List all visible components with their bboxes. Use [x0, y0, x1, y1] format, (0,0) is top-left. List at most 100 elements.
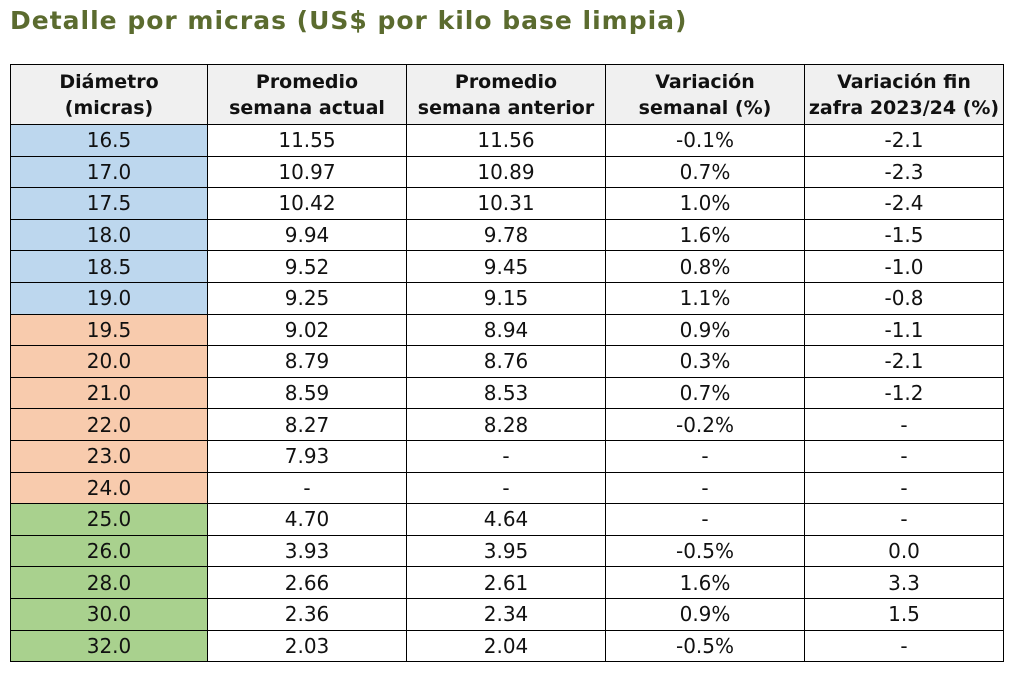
- diameter-cell: 21.0: [10, 376, 208, 410]
- weekly-variation-cell: 0.9%: [605, 597, 805, 631]
- table-row: 25.0 4.70 4.64- -: [10, 503, 1004, 536]
- header-previous-week-line-2: semana anterior: [417, 96, 595, 119]
- previous-week-cell: 9.78: [406, 218, 606, 252]
- current-week-cell: 3.93: [207, 534, 407, 568]
- weekly-variation-cell: 0.7%: [605, 376, 805, 410]
- weekly-variation-cell: 1.6%: [605, 566, 805, 599]
- previous-week-cell: 8.28: [406, 408, 606, 441]
- season-variation-cell: -: [804, 439, 1004, 473]
- diameter-cell: 18.5: [10, 250, 208, 283]
- season-variation-cell: 3.3: [804, 566, 1004, 599]
- season-variation-cell: -2.3: [804, 155, 1004, 189]
- table-row: 30.0 2.36 2.34 0.9% 1.5: [10, 597, 1004, 631]
- weekly-variation-cell: -0.5%: [605, 629, 805, 663]
- current-week-cell: 9.25: [207, 281, 407, 315]
- header-current-week: Promedio semana actual: [207, 64, 407, 125]
- current-week-cell: 9.02: [207, 313, 407, 347]
- diameter-cell: 30.0: [10, 597, 208, 631]
- season-variation-cell: 1.5: [804, 597, 1004, 631]
- weekly-variation-cell: -: [605, 439, 805, 473]
- previous-week-cell: 8.53: [406, 376, 606, 410]
- diameter-cell: 25.0: [10, 503, 208, 536]
- previous-week-cell: 2.61: [406, 566, 606, 599]
- weekly-variation-cell: -: [605, 503, 805, 536]
- weekly-variation-cell: -0.1%: [605, 124, 805, 157]
- current-week-cell: -: [207, 471, 407, 505]
- table-row: 19.0 9.25 9.15 1.1% -0.8: [10, 281, 1004, 315]
- season-variation-cell: -1.1: [804, 313, 1004, 347]
- previous-week-cell: -: [406, 439, 606, 473]
- weekly-variation-cell: 1.1%: [605, 281, 805, 315]
- previous-week-cell: 9.45: [406, 250, 606, 283]
- diameter-cell: 32.0: [10, 629, 208, 663]
- header-current-week-line-1: Promedio: [255, 70, 359, 93]
- header-weekly-variation-line-2: semanal (%): [638, 96, 772, 119]
- season-variation-cell: -1.0: [804, 250, 1004, 283]
- previous-week-cell: 3.95: [406, 534, 606, 568]
- current-week-cell: 9.52: [207, 250, 407, 283]
- previous-week-cell: 9.15: [406, 281, 606, 315]
- previous-week-cell: 8.94: [406, 313, 606, 347]
- header-weekly-variation: Variación semanal (%): [605, 64, 805, 125]
- current-week-cell: 2.66: [207, 566, 407, 599]
- diameter-cell: 28.0: [10, 566, 208, 599]
- season-variation-cell: -: [804, 503, 1004, 536]
- table-row: 19.5 9.02 8.94 0.9% -1.1: [10, 313, 1004, 347]
- header-previous-week-line-1: Promedio: [454, 70, 558, 93]
- weekly-variation-cell: 0.8%: [605, 250, 805, 283]
- table-header-row: Diámetro (micras) Promedio semana actual Pro…: [10, 64, 1004, 125]
- weekly-variation-cell: -: [605, 471, 805, 505]
- header-season-variation: Variación fin zafra 2023/24 (%): [804, 64, 1004, 125]
- season-variation-cell: -2.4: [804, 187, 1004, 220]
- diameter-cell: 22.0: [10, 408, 208, 441]
- diameter-cell: 19.5: [10, 313, 208, 347]
- current-week-cell: 9.94: [207, 218, 407, 252]
- diameter-cell: 16.5: [10, 124, 208, 157]
- table-row: 17.5 10.42 10.31 1.0% -2.4: [10, 187, 1004, 220]
- current-week-cell: 8.79: [207, 345, 407, 378]
- table-row: 17.0 10.97 10.89 0.7% -2.3: [10, 155, 1004, 189]
- previous-week-cell: 2.04: [406, 629, 606, 663]
- season-variation-cell: -1.5: [804, 218, 1004, 252]
- weekly-variation-cell: 0.7%: [605, 155, 805, 189]
- current-week-cell: 10.42: [207, 187, 407, 220]
- season-variation-cell: 0.0: [804, 534, 1004, 568]
- table-row: 26.0 3.93 3.95 -0.5% 0.0: [10, 534, 1004, 568]
- current-week-cell: 2.03: [207, 629, 407, 663]
- header-season-variation-line-2: zafra 2023/24 (%): [808, 96, 1000, 119]
- diameter-cell: 26.0: [10, 534, 208, 568]
- diameter-cell: 18.0: [10, 218, 208, 252]
- previous-week-cell: 4.64: [406, 503, 606, 536]
- current-week-cell: 7.93: [207, 439, 407, 473]
- weekly-variation-cell: 0.9%: [605, 313, 805, 347]
- table-row: 20.0 8.79 8.76 0.3% -2.1: [10, 345, 1004, 378]
- table-row: 28.0 2.66 2.61 1.6% 3.3: [10, 566, 1004, 599]
- season-variation-cell: -: [804, 471, 1004, 505]
- weekly-variation-cell: 1.0%: [605, 187, 805, 220]
- table-row: 32.0 2.03 2.04 -0.5% -: [10, 629, 1004, 663]
- table-body: 16.5 11.55 11.56 -0.1% -2.1 17.0 10.97 10.89 0.7…: [10, 124, 1004, 663]
- table-row: 18.0 9.94 9.78 1.6% -1.5: [10, 218, 1004, 252]
- season-variation-cell: -1.2: [804, 376, 1004, 410]
- header-season-variation-line-1: Variación fin: [837, 70, 971, 93]
- table-row: 16.5 11.55 11.56 -0.1% -2.1: [10, 124, 1004, 157]
- table-row: 22.0 8.27 8.28 -0.2% -: [10, 408, 1004, 441]
- weekly-variation-cell: -0.5%: [605, 534, 805, 568]
- header-current-week-line-2: semana actual: [229, 96, 385, 119]
- previous-week-cell: 2.34: [406, 597, 606, 631]
- table-row: 23.0 7.93- - -: [10, 439, 1004, 473]
- previous-week-cell: 10.89: [406, 155, 606, 189]
- weekly-variation-cell: -0.2%: [605, 408, 805, 441]
- diameter-cell: 24.0: [10, 471, 208, 505]
- diameter-cell: 19.0: [10, 281, 208, 315]
- diameter-cell: 23.0: [10, 439, 208, 473]
- weekly-variation-cell: 1.6%: [605, 218, 805, 252]
- previous-week-cell: 8.76: [406, 345, 606, 378]
- header-diameter-line-2: (micras): [64, 96, 154, 119]
- current-week-cell: 2.36: [207, 597, 407, 631]
- current-week-cell: 8.27: [207, 408, 407, 441]
- current-week-cell: 4.70: [207, 503, 407, 536]
- micron-price-table: Diámetro (micras) Promedio semana actual Pro…: [10, 64, 1004, 663]
- header-diameter: Diámetro (micras): [10, 64, 208, 125]
- previous-week-cell: -: [406, 471, 606, 505]
